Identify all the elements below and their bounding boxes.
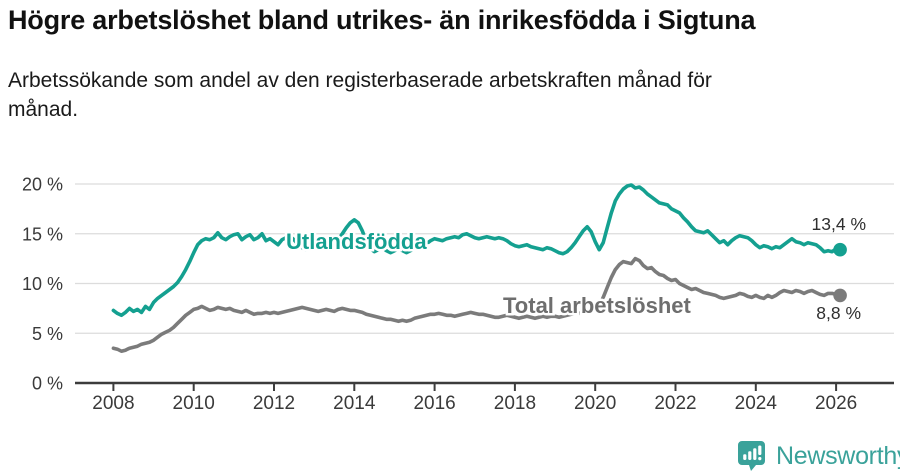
end-dots <box>833 242 847 303</box>
series-line-total <box>111 256 842 354</box>
logo-bar-1 <box>743 454 747 460</box>
series-label-utlandsfodda: Utlandsfödda <box>286 229 427 254</box>
x-tick-label: 2018 <box>494 393 536 414</box>
x-tick-label: 2008 <box>92 393 134 414</box>
series-label-total-arbetsloshet: Total arbetslöshet <box>503 293 692 318</box>
logo-bar-2 <box>748 451 752 460</box>
logo-bar-3 <box>753 448 757 460</box>
newsworthy-logo-icon <box>738 441 765 471</box>
x-tick-label: 2012 <box>253 393 295 414</box>
x-tick-label: 2016 <box>413 393 455 414</box>
y-tick-label: 15 % <box>22 224 63 244</box>
chart-title: Högre arbetslöshet bland utrikes- än inr… <box>8 5 756 35</box>
x-axis-labels: 2008 2010 2012 2014 2016 2018 2020 2022 2024 2026 <box>92 393 857 414</box>
logo-exclamation-dot <box>758 457 762 461</box>
x-tick-label: 2022 <box>654 393 696 414</box>
y-tick-label: 5 % <box>32 324 63 344</box>
end-value-label-utlandsfodda: 13,4 % <box>812 214 866 234</box>
chart-subtitle: Arbetssökande som andel av den registerb… <box>8 69 712 122</box>
end-value-label-total: 8,8 % <box>816 303 861 323</box>
series-line-utlandsfodda <box>111 183 842 318</box>
newsworthy-logo-text: Newsworthy <box>776 442 900 470</box>
x-tick-label: 2026 <box>815 393 857 414</box>
gridlines <box>75 183 894 334</box>
x-axis <box>75 381 894 391</box>
y-axis-labels: 0 % 5 % 10 % 15 % 20 % <box>22 175 63 394</box>
newsworthy-logo: Newsworthy <box>737 440 900 472</box>
y-tick-label: 10 % <box>22 274 63 294</box>
x-tick-label: 2010 <box>173 393 215 414</box>
y-tick-label: 0 % <box>32 374 63 394</box>
x-tick-label: 2024 <box>735 393 778 414</box>
x-tick-label: 2014 <box>333 393 376 414</box>
y-tick-label: 20 % <box>22 175 63 195</box>
logo-exclamation-bar <box>758 445 762 455</box>
end-dot-utlandsfodda <box>833 242 847 257</box>
x-tick-label: 2020 <box>574 393 616 414</box>
series-lines <box>111 183 842 354</box>
end-dot-total <box>833 288 847 303</box>
